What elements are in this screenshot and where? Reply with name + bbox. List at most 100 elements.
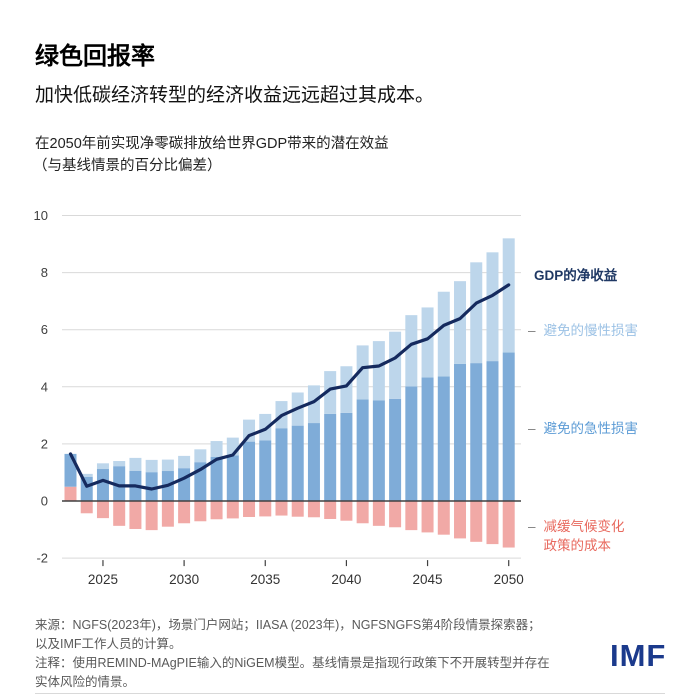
y-tick-label--2: -2 (36, 551, 48, 566)
bar-cost-2031 (194, 501, 207, 522)
bar-chronic-2050 (502, 238, 515, 353)
bar-chronic-2031 (194, 449, 207, 463)
bar-chronic-2043 (389, 331, 402, 399)
bar-cost-2023 (64, 486, 77, 501)
bar-chronic-2039 (324, 371, 337, 414)
bottom-divider (35, 693, 665, 694)
bar-chronic-2042 (372, 341, 385, 401)
bar-chronic-2045 (421, 307, 434, 378)
footer-notes: 来源：NGFS(2023年)，场景门户网站；IIASA (2023年)，NGFS… (35, 616, 610, 692)
bar-cost-2045 (421, 501, 434, 533)
bar-chronic-2046 (437, 291, 450, 377)
bar-cost-2026 (113, 501, 126, 526)
bar-chronic-2038 (307, 385, 320, 424)
bar-acute-2042 (372, 400, 385, 501)
y-tick-label-8: 8 (41, 265, 48, 280)
legend-dash: – (528, 519, 536, 534)
bar-chronic-2024 (80, 473, 93, 477)
bar-acute-2050 (502, 352, 515, 501)
bar-acute-2049 (486, 361, 499, 501)
bar-cost-2036 (275, 501, 288, 516)
bar-chronic-2035 (259, 413, 272, 441)
bar-chronic-2041 (356, 345, 369, 400)
bar-acute-2036 (275, 428, 288, 501)
legend-cost-line2: 政策的成本 (543, 538, 612, 553)
bar-chronic-2048 (470, 262, 483, 364)
bar-cost-2033 (226, 501, 239, 519)
note-line2: 实体风险的情景。 (35, 675, 136, 689)
bar-cost-2049 (486, 501, 499, 545)
bar-cost-2048 (470, 501, 483, 542)
bar-cost-2028 (145, 501, 158, 531)
legend-chronic-damage: – 避免的慢性损害 (528, 321, 638, 340)
bar-cost-2040 (340, 501, 353, 521)
bar-acute-2040 (340, 412, 353, 501)
page-title: 绿色回报率 (35, 43, 155, 70)
bar-cost-2042 (372, 501, 385, 526)
bar-cost-2029 (161, 501, 174, 527)
bar-cost-2047 (454, 501, 467, 539)
bar-cost-2032 (210, 501, 223, 520)
bar-acute-2038 (307, 423, 320, 501)
bar-cost-2044 (405, 501, 418, 531)
bar-chronic-2040 (340, 366, 353, 413)
imf-logo: IMF (610, 638, 667, 673)
legend-acute-damage: – 避免的急性损害 (528, 419, 638, 438)
bar-acute-2034 (243, 441, 256, 501)
legend-chronic-label: 避免的慢性损害 (543, 323, 639, 338)
bar-acute-2033 (226, 455, 239, 501)
bar-cost-2037 (291, 501, 304, 517)
chart: 10 8 6 4 2 0 -2 2025 2030 2035 2040 2045 2050 (34, 208, 524, 587)
bar-acute-2028 (145, 472, 158, 501)
page-subtitle: 加快低碳经济转型的经济收益远远超过其成本。 (35, 85, 435, 106)
bar-cost-2038 (307, 501, 320, 518)
bar-acute-2047 (454, 363, 467, 501)
bar-acute-2044 (405, 386, 418, 501)
source-line1: 来源：NGFS(2023年)，场景门户网站；IIASA (2023年)，NGFS… (35, 618, 541, 632)
bar-chronic-2027 (129, 457, 142, 471)
bar-acute-2025 (96, 469, 109, 501)
net-benefit-line (68, 283, 511, 491)
bar-cost-2027 (129, 501, 142, 529)
bar-chronic-2025 (96, 463, 109, 470)
bar-cost-2039 (324, 501, 337, 519)
bar-chronic-2029 (161, 459, 174, 472)
bar-chronic-2044 (405, 315, 418, 387)
bar-cost-2024 (80, 501, 93, 514)
chart-description-line2: （与基线情景的百分比偏差） (33, 158, 222, 174)
x-tick-label-2035: 2035 (250, 572, 280, 587)
legend-cost-line1: 减缓气候变化 (543, 519, 625, 534)
legend-acute-label: 避免的急性损害 (543, 421, 639, 436)
bar-cost-2025 (96, 501, 109, 519)
x-tick-label-2050: 2050 (494, 572, 524, 587)
bar-cost-2034 (243, 501, 256, 517)
bar-acute-2043 (389, 398, 402, 501)
bar-chronic-2049 (486, 252, 499, 362)
bar-acute-2026 (113, 466, 126, 501)
bar-acute-2046 (437, 376, 450, 501)
bar-acute-2030 (178, 468, 191, 501)
bar-chronic-2047 (454, 281, 467, 364)
bar-chronic-2026 (113, 461, 126, 467)
legend-dash: – (528, 323, 536, 338)
chart-description-line1: 在2050年前实现净零碳排放给世界GDP带来的潜在效益 (35, 136, 389, 152)
y-tick-label-2: 2 (41, 436, 48, 451)
bar-cost-2035 (259, 501, 272, 517)
bar-acute-2048 (470, 363, 483, 501)
bar-acute-2039 (324, 413, 337, 501)
bar-chronic-2032 (210, 441, 223, 457)
y-tick-label-4: 4 (41, 379, 48, 394)
x-tick-label-2040: 2040 (331, 572, 361, 587)
x-tick-label-2025: 2025 (88, 572, 118, 587)
y-tick-label-0: 0 (41, 494, 48, 509)
x-tick-label-2030: 2030 (169, 572, 199, 587)
bar-acute-2037 (291, 425, 304, 501)
legend-net-label: GDP的净收益 (534, 268, 618, 283)
bar-cost-2050 (502, 501, 515, 548)
bar-acute-2035 (259, 440, 272, 501)
bar-acute-2045 (421, 377, 434, 501)
source-line2: 以及IMF工作人员的计算。 (35, 637, 182, 651)
y-tick-label-6: 6 (41, 322, 48, 337)
bar-acute-2041 (356, 399, 369, 501)
